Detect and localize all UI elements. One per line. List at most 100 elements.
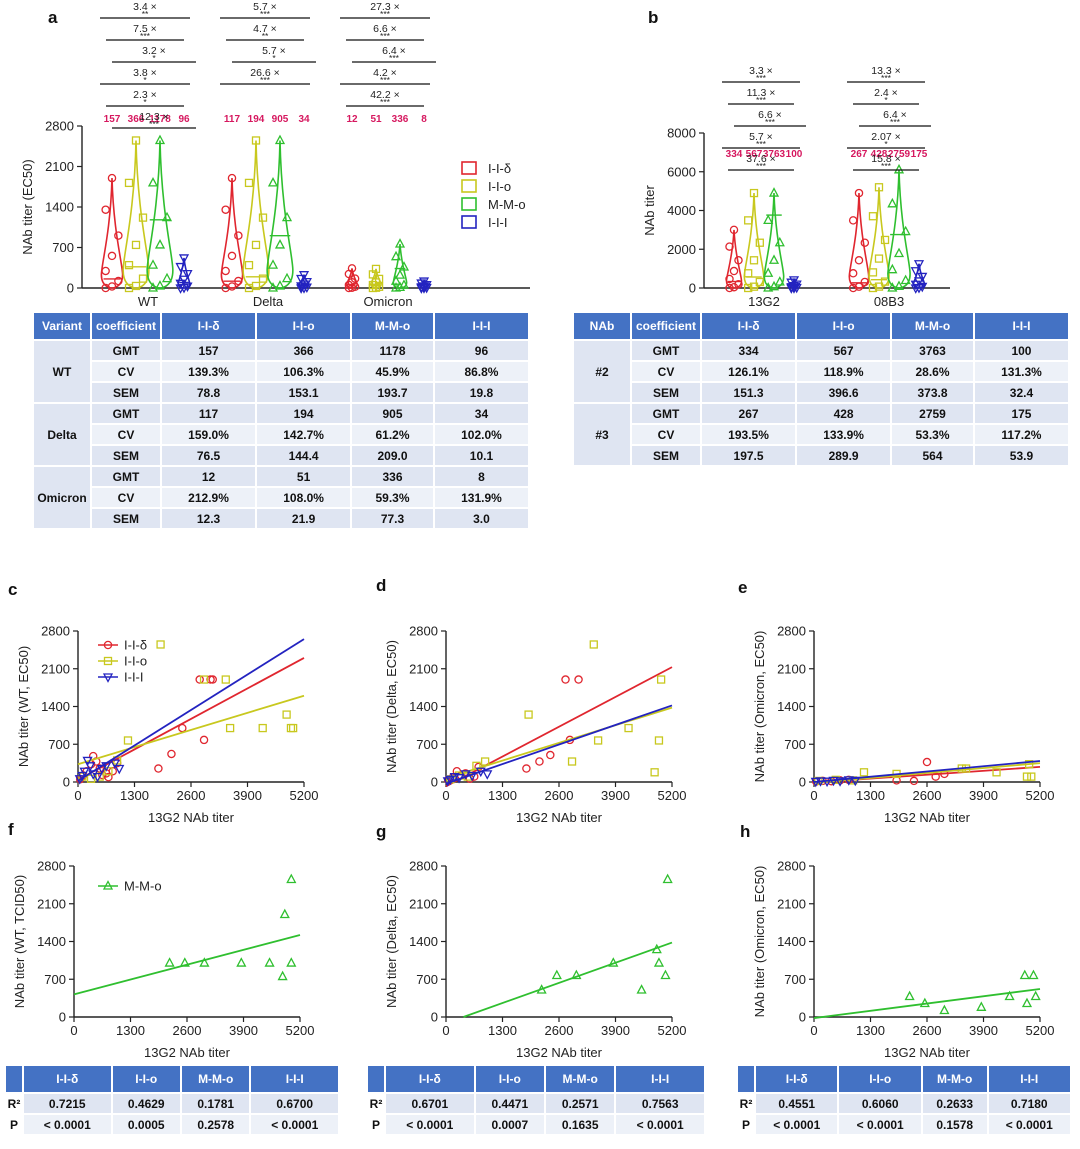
table-cell: 45.9%: [352, 362, 433, 381]
table-cell: 117.2%: [974, 425, 1068, 444]
bracket-significance-label: ***: [756, 139, 767, 149]
scatter-point-i-i-i: [466, 771, 478, 782]
table-cell: 59.3%: [352, 488, 433, 507]
table-row: SEM 12.3 21.9 77.3 3.0: [34, 509, 528, 528]
gmt-label: 175: [911, 149, 928, 160]
table-cell: CV: [632, 362, 700, 381]
stats-row: R² 0.7215 0.4629 0.1781 0.6700: [6, 1094, 338, 1113]
stats-table-h: I-I-δ I-I-ο M-M-ο I-I-I R² 0.4551 0.6060 0.2633…: [736, 1064, 1072, 1136]
violin-point: [281, 272, 293, 283]
chart-a-ytick-label: 700: [52, 240, 74, 255]
violin-point: [734, 256, 743, 265]
fit-line-i-i-i: [813, 760, 1041, 783]
stats-header-i-i: I-I-ο: [112, 1066, 180, 1092]
table-cell: 133.9%: [797, 425, 891, 444]
table-cell: 86.8%: [434, 362, 528, 381]
panel-label-b: b: [648, 8, 659, 27]
violin-point: [107, 282, 117, 291]
table-cell: CV: [92, 362, 160, 381]
table-cell: 131.3%: [974, 362, 1068, 381]
gmt-label: 3763: [763, 149, 786, 160]
chart-f-ytick-label: 0: [59, 1010, 66, 1025]
table-cell: 28.6%: [892, 362, 973, 381]
panel-label-d: d: [376, 576, 387, 595]
legend-marker-m-m: [102, 880, 114, 890]
chart-f-ytick-label: 700: [44, 972, 66, 987]
chart-d-ytick-label: 1400: [409, 699, 438, 714]
chart-a-ylabel: NAb titer (EC50): [20, 159, 35, 254]
chart-f-xtick-label: 2600: [173, 1023, 202, 1038]
bracket-fold-label: 13.3 ×: [871, 65, 901, 77]
scatter-point-i-i-i: [815, 777, 826, 787]
table-cell: 153.1: [257, 383, 351, 402]
gmt-label: 428: [871, 149, 888, 160]
bracket-significance-label: *: [272, 53, 276, 63]
violin-point: [887, 263, 898, 274]
table-cell: GMT: [92, 467, 160, 486]
bracket-significance-label: ***: [380, 97, 391, 107]
bracket-significance-label: *: [143, 97, 147, 107]
stats-cell: < 0.0001: [24, 1115, 111, 1134]
chart-g-ytick-label: 1400: [409, 934, 438, 949]
chart-e-ytick-label: 0: [799, 775, 806, 790]
table-cell: 77.3: [352, 509, 433, 528]
chart-a-ytick-label: 2800: [45, 119, 74, 134]
violin-point: [848, 283, 858, 293]
table-cell: 142.7%: [257, 425, 351, 444]
violin-point: [416, 283, 427, 293]
violin-point: [734, 280, 743, 289]
violin-point: [768, 187, 780, 197]
chart-f-ytick-label: 1400: [37, 934, 66, 949]
violin-m-m-08b3: [887, 169, 911, 289]
bracket-fold-label: 4.2 ×: [373, 67, 397, 79]
violin-point: [161, 211, 173, 222]
scatter-point-m-m: [1030, 990, 1041, 1001]
legend-marker-i-i: [103, 640, 113, 650]
gmt-label: 117: [224, 114, 241, 125]
violin-point: [791, 280, 802, 290]
scatter-point-i-i-i: [109, 759, 121, 770]
bracket-fold-label: 6.6 ×: [758, 109, 782, 121]
table-cell: 567: [797, 341, 891, 360]
stats-cell: 0.1635: [545, 1115, 615, 1134]
scatter-point-i-i: [108, 766, 118, 776]
scatter-point-m-m: [662, 873, 673, 884]
scatter-point-i-i: [535, 757, 544, 766]
bracket-fold-label: 6.6 ×: [373, 23, 397, 35]
stats-cell: < 0.0001: [386, 1115, 474, 1134]
violin-point: [390, 250, 402, 261]
scatter-point-i-i: [480, 757, 490, 766]
stats-row-label: R²: [738, 1094, 754, 1113]
table-header-i-i-i: I-I-I: [434, 313, 528, 339]
chart-a-ytick-label: 2100: [45, 159, 74, 174]
legend-label: I-I-ο: [124, 654, 147, 669]
chart-h-ytick-label: 2100: [777, 896, 806, 911]
stats-table-fc: I-I-δ I-I-ο M-M-ο I-I-I R² 0.7215 0.4629 0.1781…: [4, 1064, 340, 1136]
violin-point: [848, 269, 858, 278]
stats-cell: 0.2571: [545, 1094, 615, 1113]
stats-row-label: P: [6, 1115, 22, 1134]
stats-header-blank: [6, 1066, 22, 1092]
table-cell: 193.5%: [702, 425, 796, 444]
violin-point: [874, 282, 884, 291]
scatter-point-i-i: [178, 723, 187, 733]
bracket-fold-label: 3.3 ×: [749, 65, 773, 77]
scatter-point-i-i: [1027, 772, 1036, 781]
scatter-point-i-i-i: [96, 764, 107, 775]
bracket-significance-label: ***: [149, 119, 160, 129]
chart-b-ylabel: NAb titer: [642, 185, 657, 236]
scatter-point-i-i: [593, 736, 603, 745]
table-cell: GMT: [92, 404, 160, 423]
chart-d-xlabel: 13G2 NAb titer: [516, 810, 603, 825]
violin-point: [175, 279, 186, 290]
bracket-significance-label: ***: [756, 73, 767, 83]
chart-d-xtick-label: 5200: [658, 788, 687, 803]
table-cell: 117: [162, 404, 256, 423]
violin-point: [868, 283, 878, 293]
violin-point: [390, 275, 402, 285]
chart-a-category-label: Delta: [253, 294, 284, 309]
violin-point: [917, 282, 928, 293]
table-row: Omicron GMT 12 51 336 8: [34, 467, 528, 528]
violin-point: [394, 238, 406, 248]
scatter-point-i-i-i: [460, 770, 471, 780]
